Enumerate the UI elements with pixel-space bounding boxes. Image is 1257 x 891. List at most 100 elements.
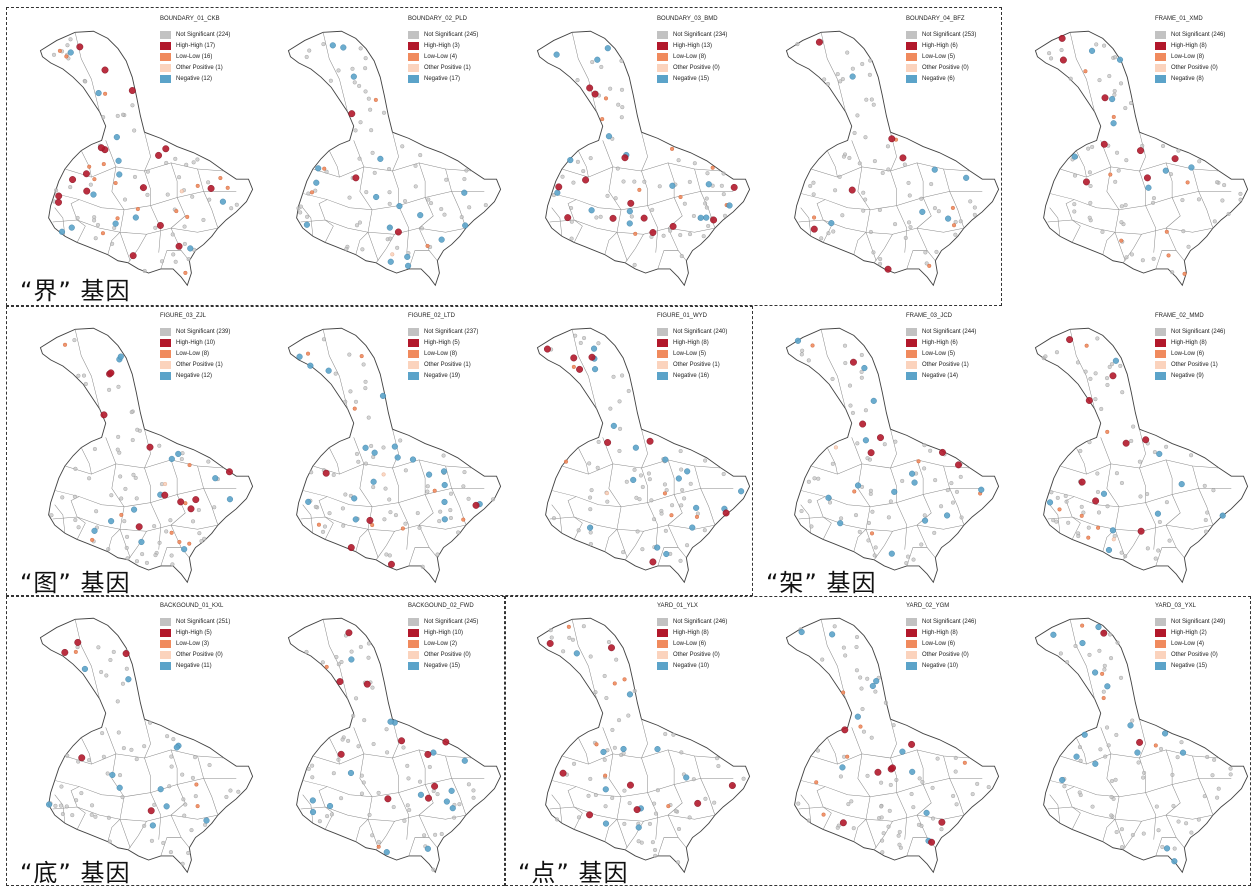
cluster-point bbox=[1101, 689, 1106, 694]
legend-label: High-High bbox=[424, 629, 451, 636]
legend-label: High-High bbox=[1171, 42, 1198, 49]
cluster-point bbox=[1109, 779, 1114, 784]
cluster-point bbox=[1087, 440, 1092, 445]
legend-label: Negative bbox=[673, 662, 697, 669]
cluster-point bbox=[167, 784, 172, 789]
cluster-point bbox=[1178, 481, 1185, 488]
cluster-point bbox=[51, 52, 57, 57]
cluster-point bbox=[363, 56, 368, 61]
panel-title: FRAME_02_MMD bbox=[1155, 313, 1204, 319]
cluster-point bbox=[115, 157, 122, 164]
cluster-point bbox=[626, 713, 631, 718]
legend-item-not-significant: Not Significant (234) bbox=[657, 29, 727, 40]
county-boundary bbox=[571, 329, 597, 409]
cluster-point bbox=[119, 496, 124, 501]
cluster-point bbox=[934, 249, 939, 254]
cluster-point bbox=[1047, 51, 1052, 56]
legend-count: 1 bbox=[217, 64, 221, 71]
cluster-point bbox=[570, 637, 575, 642]
cluster-point bbox=[1066, 520, 1071, 525]
legend-label: Negative bbox=[922, 75, 946, 82]
cluster-point bbox=[135, 523, 143, 531]
cluster-point bbox=[571, 180, 576, 185]
cluster-point bbox=[351, 713, 356, 718]
cluster-point bbox=[439, 831, 444, 837]
legend-count: 1 bbox=[1212, 361, 1216, 368]
cluster-point bbox=[594, 215, 599, 220]
cluster-point bbox=[101, 162, 106, 167]
cluster-point bbox=[163, 803, 170, 810]
legend-item-not-significant: Not Significant (246) bbox=[1155, 29, 1225, 40]
cluster-point bbox=[373, 97, 378, 102]
county-boundary bbox=[549, 219, 715, 235]
cluster-point bbox=[179, 189, 184, 194]
cluster-point bbox=[187, 505, 195, 513]
cluster-point bbox=[122, 650, 130, 658]
legend-label: Negative bbox=[424, 662, 448, 669]
legend-count: 8 bbox=[703, 629, 707, 636]
cluster-point bbox=[448, 515, 453, 521]
cluster-point bbox=[712, 800, 717, 805]
cluster-point bbox=[1154, 804, 1159, 809]
cluster-point bbox=[70, 813, 75, 818]
legend-label: High-High bbox=[673, 42, 700, 49]
cluster-point bbox=[826, 231, 831, 236]
cluster-point bbox=[1108, 656, 1114, 661]
county-boundary bbox=[353, 727, 379, 848]
cluster-point bbox=[1203, 529, 1209, 534]
cluster-point bbox=[553, 51, 560, 58]
cluster-point bbox=[1054, 350, 1060, 355]
county-boundary bbox=[571, 619, 597, 699]
cluster-point bbox=[346, 738, 351, 743]
cluster-point bbox=[930, 785, 935, 790]
cluster-point bbox=[305, 498, 312, 505]
cluster-point bbox=[877, 434, 884, 442]
cluster-point bbox=[911, 479, 918, 486]
cluster-point bbox=[1171, 803, 1176, 808]
choropleth-map bbox=[785, 327, 1000, 584]
county-boundary bbox=[906, 250, 936, 270]
legend-label: Negative bbox=[1171, 662, 1195, 669]
cluster-point bbox=[896, 833, 901, 838]
county-boundary bbox=[300, 219, 466, 235]
cluster-point bbox=[131, 506, 138, 513]
cluster-point bbox=[90, 537, 95, 542]
legend-label: Not Significant bbox=[1171, 328, 1210, 335]
county-boundary bbox=[302, 207, 314, 237]
legend-count: 0 bbox=[465, 651, 469, 658]
cluster-point bbox=[183, 270, 188, 275]
cluster-point bbox=[1092, 669, 1099, 676]
cluster-point bbox=[131, 472, 136, 477]
legend-label: Negative bbox=[424, 372, 448, 379]
cluster-point bbox=[350, 73, 357, 80]
county-boundary bbox=[916, 459, 932, 548]
cluster-point bbox=[159, 259, 165, 264]
cluster-point bbox=[715, 756, 720, 761]
cluster-point bbox=[190, 775, 195, 780]
legend-label: High-High bbox=[922, 42, 949, 49]
cluster-point bbox=[1094, 42, 1099, 47]
county-boundary bbox=[54, 794, 66, 824]
cluster-point bbox=[610, 795, 615, 801]
legend: BOUNDARY_04_BFZ Not Significant (253) High… bbox=[906, 16, 976, 84]
choropleth-map bbox=[287, 617, 502, 874]
cluster-point bbox=[195, 183, 200, 188]
cluster-point bbox=[184, 162, 189, 167]
legend-item-high-high: High-High (2) bbox=[1155, 627, 1225, 638]
cluster-point bbox=[950, 205, 955, 210]
legend-count: 8 bbox=[1201, 339, 1205, 346]
cluster-point bbox=[653, 853, 658, 858]
legend: FRAME_01_XMD Not Significant (246) High-Hi… bbox=[1155, 16, 1225, 84]
cluster-point bbox=[1123, 554, 1128, 559]
cluster-point bbox=[310, 775, 315, 780]
cluster-point bbox=[459, 215, 464, 220]
county-boundary bbox=[375, 531, 395, 560]
cluster-point bbox=[570, 354, 578, 362]
county-boundary bbox=[127, 531, 147, 560]
legend-count: 246 bbox=[964, 618, 975, 625]
cluster-point bbox=[694, 514, 700, 519]
cluster-point bbox=[693, 504, 700, 511]
county-boundary bbox=[302, 191, 485, 211]
legend-count: 10 bbox=[206, 339, 214, 346]
cluster-point bbox=[186, 257, 191, 262]
